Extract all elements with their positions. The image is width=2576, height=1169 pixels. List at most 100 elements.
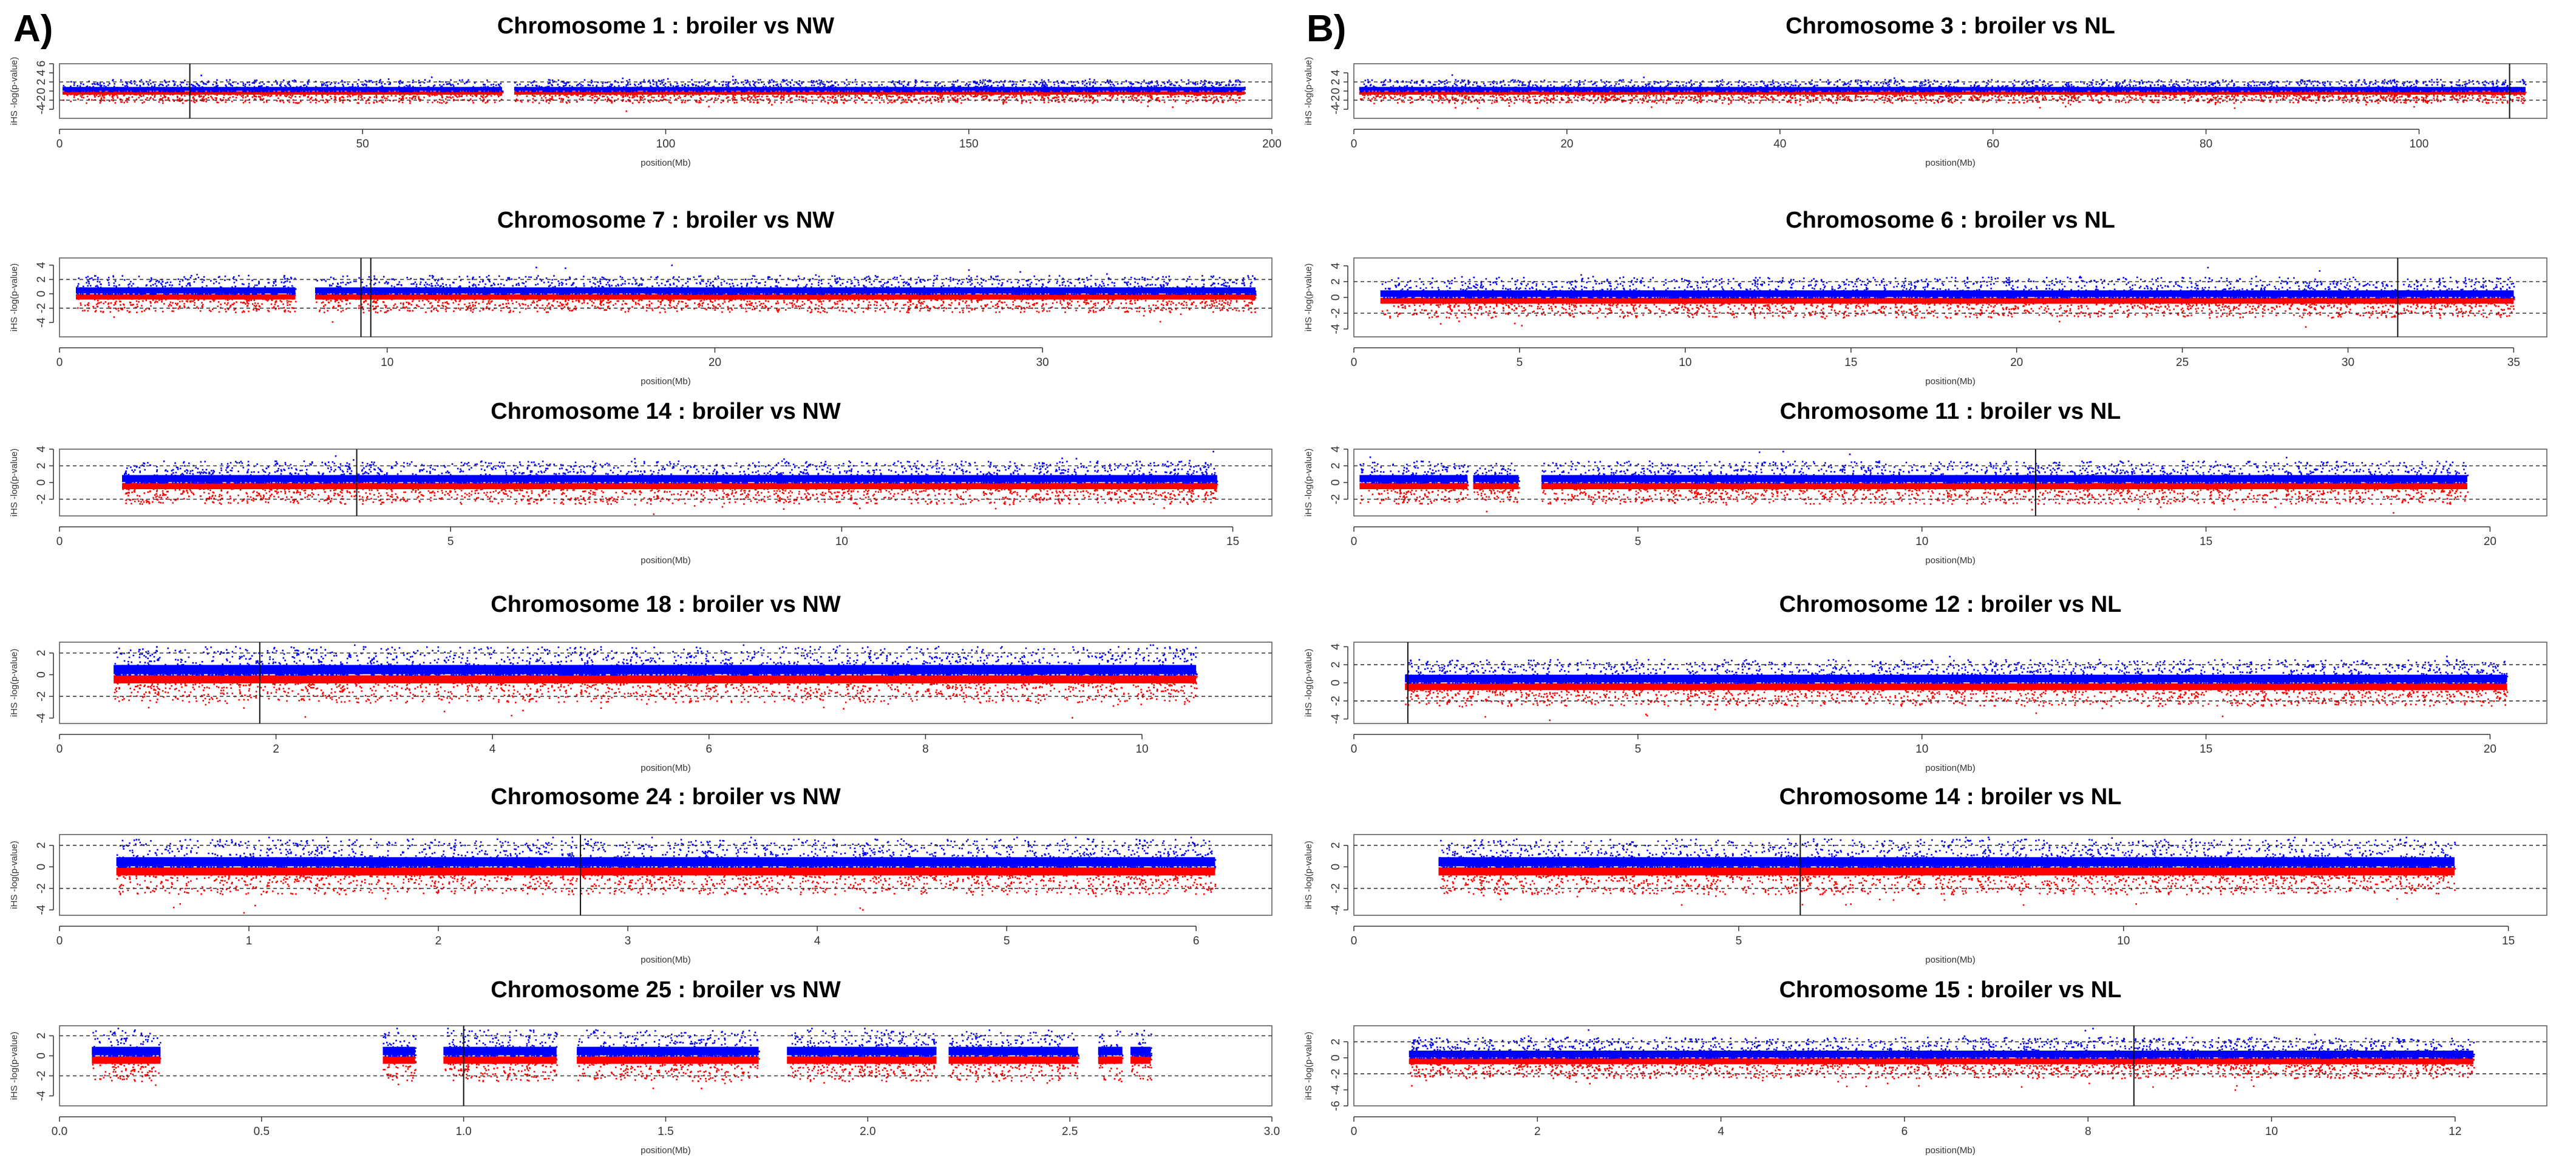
x-tick-label: 15: [2200, 535, 2212, 548]
y-tick-label: 4: [1330, 446, 1342, 452]
x-axis-label: position(Mb): [641, 555, 691, 566]
y-tick-label: 4: [1330, 643, 1342, 650]
y-tick-label: 2: [35, 463, 48, 469]
ihs-points: [116, 868, 1217, 914]
x-tick-label: 10: [381, 356, 393, 369]
chart-title: Chromosome 15 : broiler vs NL: [1779, 977, 2122, 1003]
logp-points: [1439, 836, 2456, 868]
x-axis-label: position(Mb): [641, 955, 691, 965]
x-axis-label: position(Mb): [1925, 555, 1976, 566]
plot-frame: [1353, 1025, 2547, 1106]
x-axis: 0 5 10 15 20 25 30 35 position(Mb): [1351, 347, 2520, 387]
y-axis: -4 -2 0 2 4 iHS -log(p-value): [1303, 262, 1348, 334]
x-tick-label: 3.0: [1264, 1125, 1280, 1138]
chart-panel: Chromosome 12 : broiler vs NL0 5 10 15 20pos…: [1303, 592, 2547, 773]
y-tick-label: -4: [35, 104, 48, 114]
x-tick-label: 0: [1351, 535, 1358, 548]
x-tick-label: 15: [2502, 935, 2515, 947]
logp-points: [116, 836, 1217, 868]
logp-points: [76, 264, 1257, 296]
chart-title: Chromosome 11 : broiler vs NL: [1780, 399, 2121, 424]
x-tick-label: 0: [56, 138, 63, 151]
y-axis-label: iHS -log(p-value): [9, 263, 19, 332]
y-axis-label: iHS -log(p-value): [9, 449, 19, 517]
y-tick-label: 0: [35, 291, 48, 297]
y-tick-label: -2: [35, 1071, 48, 1081]
plot-frame: [1353, 63, 2547, 119]
x-tick-label: 5: [1004, 935, 1010, 947]
y-tick-label: -4: [1330, 904, 1342, 915]
x-tick-label: 20: [2010, 356, 2023, 369]
y-axis: -4-20 2 4 6 iHS -log(p-value): [9, 57, 54, 125]
y-axis: -4 -2 0 2 iHS -log(p-value): [9, 649, 54, 723]
x-tick-label: 0.0: [52, 1125, 67, 1138]
y-tick-label: -2: [35, 95, 48, 106]
chart-title: Chromosome 14 : broiler vs NW: [491, 399, 841, 424]
chart-panel: Chromosome 18 : broiler vs NW 0 2 4 6 8 10 posi…: [9, 592, 1273, 773]
x-tick-label: 2: [1534, 1125, 1541, 1138]
data-points: [1438, 836, 2456, 906]
y-tick-label: 0: [1330, 680, 1342, 686]
logp-points: [1410, 1028, 2475, 1059]
baseline-band-logp: [1541, 475, 2467, 483]
y-tick-label: -4: [35, 713, 48, 723]
y-tick-label: -2: [35, 494, 48, 504]
data-points: [1359, 450, 2469, 514]
x-tick-label: 12: [2449, 1125, 2461, 1138]
plots-container: Chromosome 1 : broiler vs NW0 50 100 150 200…: [9, 13, 2547, 1156]
x-axis: 0 50 100 150 200 position(Mb): [56, 129, 1282, 168]
y-tick-label: -4: [1330, 1085, 1342, 1095]
y-tick-label: -2: [1330, 95, 1342, 106]
y-axis-label: iHS -log(p-value): [1303, 449, 1314, 517]
y-tick-label: -6: [1330, 1101, 1342, 1111]
plot-frame: [59, 449, 1273, 517]
x-tick-label: 5: [1736, 935, 1742, 947]
y-tick-label: 0: [1330, 479, 1342, 486]
data-points: [1380, 266, 2515, 328]
chart-title: Chromosome 18 : broiler vs NW: [491, 592, 841, 617]
x-tick-label: 1.0: [455, 1125, 471, 1138]
x-axis-label: position(Mb): [1925, 158, 1976, 168]
data-points: [1409, 1028, 2475, 1091]
ihs-points: [1405, 683, 2509, 721]
chart-panel: Chromosome 25 : broiler vs NW 0.0 0.5 1.0 1.…: [9, 977, 1280, 1156]
y-tick-label: 0: [1330, 864, 1342, 870]
x-axis-label: position(Mb): [641, 158, 691, 168]
y-tick-label: 2: [1330, 842, 1342, 849]
x-axis-label: position(Mb): [641, 763, 691, 773]
data-points: [116, 836, 1217, 914]
x-axis: 0 5 10 15 position(Mb): [1351, 926, 2515, 965]
y-tick-label: 2: [1330, 1039, 1342, 1045]
y-tick-label: 2: [35, 276, 48, 283]
panel-letter-b: B): [1307, 8, 1346, 50]
x-tick-label: 25: [2176, 356, 2189, 369]
x-tick-label: 15: [1844, 356, 1857, 369]
y-tick-label: 0: [35, 1052, 48, 1059]
x-tick-label: 20: [1560, 138, 1573, 151]
y-tick-label: -2: [1330, 1069, 1342, 1079]
chart-title: Chromosome 6 : broiler vs NL: [1786, 208, 2115, 233]
plot-frame: [1353, 642, 2547, 724]
logp-points: [1360, 74, 2527, 93]
x-tick-label: 40: [1773, 138, 1786, 151]
x-axis: 0.0 0.5 1.0 1.5 2.0 2.5 3.0 position(Mb): [52, 1116, 1280, 1156]
data-points: [92, 1028, 1152, 1089]
x-axis-label: position(Mb): [1925, 763, 1976, 773]
x-tick-label: 4: [1718, 1125, 1724, 1138]
y-tick-label: -4: [35, 1091, 48, 1101]
y-axis-label: iHS -log(p-value): [1303, 649, 1314, 717]
x-tick-label: 8: [2085, 1125, 2092, 1138]
ihs-points: [1381, 298, 2515, 328]
x-tick-label: 0: [56, 743, 63, 756]
x-tick-label: 0: [56, 356, 63, 369]
x-tick-label: 10: [2265, 1125, 2278, 1138]
plot-frame: [59, 63, 1273, 119]
y-tick-label: 4: [35, 262, 48, 268]
baseline-band-logp: [1359, 475, 1468, 483]
chart-panel: Chromosome 3 : broiler vs NL0 20 40 60 80 100…: [1303, 13, 2547, 168]
y-tick-label: -2: [1330, 308, 1342, 319]
x-tick-label: 5: [1635, 743, 1642, 756]
y-axis-label: iHS -log(p-value): [1303, 841, 1314, 909]
y-axis: -4 -2 0 2 4 iHS -log(p-value): [9, 262, 54, 332]
y-tick-label: 2: [35, 1032, 48, 1039]
